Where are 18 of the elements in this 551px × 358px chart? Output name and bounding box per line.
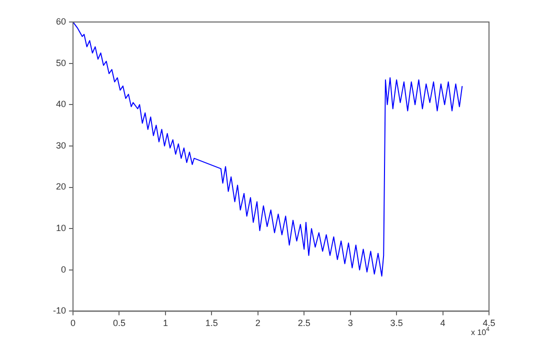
- y-tick-label: 40: [56, 99, 66, 110]
- x-tick-label: 4: [440, 318, 446, 328]
- x-tick-label: 0.5: [112, 318, 126, 328]
- x-tick-label: 2: [255, 318, 260, 328]
- y-tick-label: 60: [56, 16, 66, 26]
- x-tick-label: 3.5: [390, 318, 403, 328]
- x-tick-label: 1: [162, 318, 168, 328]
- y-tick-label: 50: [56, 58, 66, 68]
- x-tick-label: 2.5: [298, 318, 310, 328]
- x-tick-label: 0: [70, 318, 76, 328]
- y-tick-label: 30: [56, 140, 66, 150]
- x-tick-label: 1.5: [205, 318, 218, 328]
- x-tick-label: 4.5: [482, 318, 496, 328]
- y-tick-label: -10: [52, 306, 66, 316]
- y-tick-label: 20: [56, 182, 66, 192]
- y-tick-label: 0: [60, 264, 66, 274]
- x-tick-label: 3: [348, 318, 353, 328]
- y-tick-label: 10: [56, 223, 66, 234]
